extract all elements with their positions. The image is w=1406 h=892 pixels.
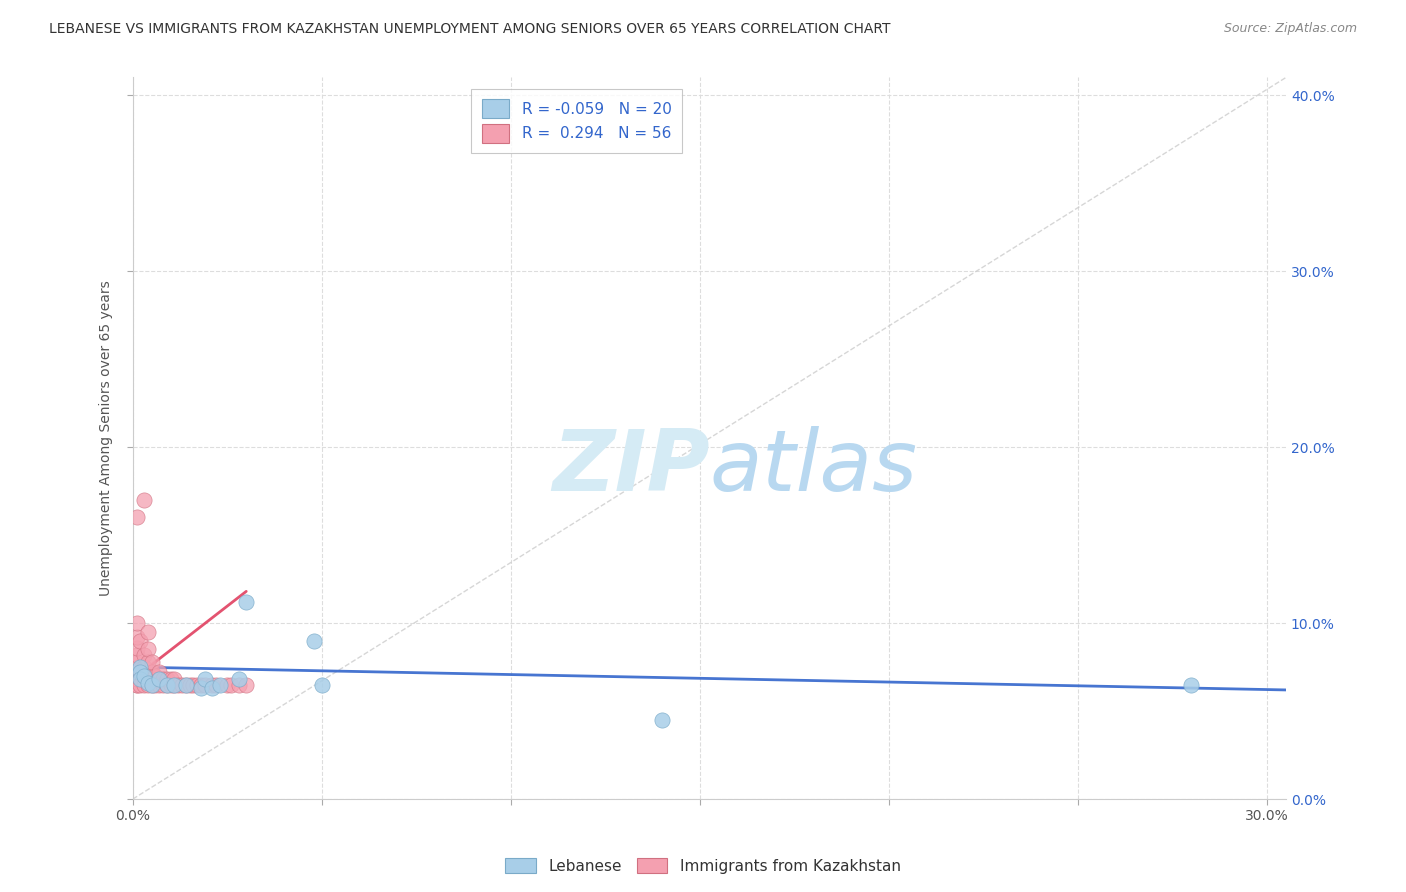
Point xyxy=(235,595,257,609)
Point xyxy=(156,673,179,687)
Point xyxy=(125,669,148,683)
Point xyxy=(134,648,156,662)
Point xyxy=(651,713,673,727)
Point xyxy=(141,665,163,680)
Point xyxy=(167,678,190,692)
Point xyxy=(235,678,257,692)
Point xyxy=(181,678,204,692)
Point xyxy=(125,655,148,669)
Point xyxy=(217,678,239,692)
Legend: Lebanese, Immigrants from Kazakhstan: Lebanese, Immigrants from Kazakhstan xyxy=(499,852,907,880)
Point xyxy=(201,678,224,692)
Point xyxy=(136,642,159,657)
Point xyxy=(125,648,148,662)
Point xyxy=(136,678,159,692)
Point xyxy=(141,655,163,669)
Legend: R = -0.059   N = 20, R =  0.294   N = 56: R = -0.059 N = 20, R = 0.294 N = 56 xyxy=(471,88,682,153)
Text: ZIP: ZIP xyxy=(551,425,710,508)
Point xyxy=(148,673,170,687)
Point xyxy=(125,615,148,630)
Point xyxy=(125,640,148,655)
Point xyxy=(129,678,152,692)
Point xyxy=(194,673,217,687)
Point xyxy=(129,665,152,680)
Point xyxy=(136,624,159,639)
Point xyxy=(179,678,201,692)
Text: LEBANESE VS IMMIGRANTS FROM KAZAKHSTAN UNEMPLOYMENT AMONG SENIORS OVER 65 YEARS : LEBANESE VS IMMIGRANTS FROM KAZAKHSTAN U… xyxy=(49,22,891,37)
Point xyxy=(156,678,179,692)
Point xyxy=(190,681,212,696)
Point xyxy=(129,633,152,648)
Point xyxy=(159,678,181,692)
Point xyxy=(129,660,152,674)
Point xyxy=(134,669,156,683)
Y-axis label: Unemployment Among Seniors over 65 years: Unemployment Among Seniors over 65 years xyxy=(100,280,114,596)
Point xyxy=(174,678,197,692)
Point xyxy=(125,630,148,644)
Point xyxy=(148,665,170,680)
Point xyxy=(141,678,163,692)
Point xyxy=(170,678,193,692)
Point xyxy=(134,492,156,507)
Point xyxy=(141,673,163,687)
Text: atlas: atlas xyxy=(710,425,917,508)
Point xyxy=(208,678,231,692)
Point xyxy=(186,678,208,692)
Point xyxy=(125,660,148,674)
Point xyxy=(125,678,148,692)
Point xyxy=(136,676,159,690)
Point xyxy=(129,665,152,680)
Point xyxy=(125,510,148,524)
Point xyxy=(134,678,156,692)
Point xyxy=(205,678,228,692)
Point xyxy=(125,665,148,680)
Point xyxy=(145,678,167,692)
Point xyxy=(174,678,197,692)
Point xyxy=(190,678,212,692)
Point xyxy=(145,669,167,683)
Point xyxy=(141,678,163,692)
Point xyxy=(125,678,148,692)
Point xyxy=(134,669,156,683)
Point xyxy=(136,655,159,669)
Point xyxy=(163,678,186,692)
Point xyxy=(304,633,326,648)
Point xyxy=(163,673,186,687)
Point xyxy=(152,673,174,687)
Point xyxy=(152,678,174,692)
Point xyxy=(125,673,148,687)
Point xyxy=(228,678,250,692)
Point xyxy=(163,678,186,692)
Point xyxy=(228,673,250,687)
Point xyxy=(148,678,170,692)
Point xyxy=(1180,678,1202,692)
Point xyxy=(134,660,156,674)
Point xyxy=(311,678,333,692)
Point xyxy=(148,673,170,687)
Point xyxy=(129,673,152,687)
Text: Source: ZipAtlas.com: Source: ZipAtlas.com xyxy=(1223,22,1357,36)
Point xyxy=(159,673,181,687)
Point xyxy=(194,678,217,692)
Point xyxy=(219,678,242,692)
Point xyxy=(201,681,224,696)
Point xyxy=(156,678,179,692)
Point xyxy=(136,669,159,683)
